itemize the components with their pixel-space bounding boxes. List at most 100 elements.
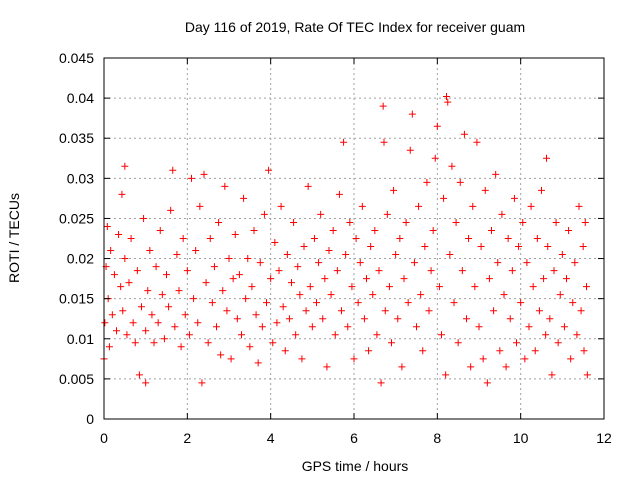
- data-point: [519, 218, 527, 226]
- data-point: [417, 291, 425, 299]
- data-point: [275, 267, 283, 275]
- data-point: [350, 355, 358, 363]
- data-point: [107, 247, 115, 255]
- data-point: [454, 339, 462, 347]
- data-point: [473, 138, 481, 146]
- data-point: [288, 279, 295, 287]
- data-point: [443, 93, 450, 101]
- chart-title: Day 116 of 2019, Rate Of TEC Index for r…: [185, 19, 525, 35]
- y-tick-label: 0.01: [67, 331, 94, 347]
- data-point: [438, 331, 445, 339]
- data-point: [173, 251, 181, 259]
- data-point: [458, 267, 466, 275]
- x-tick-label: 12: [596, 430, 612, 446]
- data-point: [194, 319, 202, 327]
- data-point: [119, 307, 127, 315]
- data-point: [496, 347, 504, 355]
- y-tick-label: 0.025: [59, 210, 94, 226]
- data-point: [477, 243, 485, 251]
- data-point: [217, 351, 225, 359]
- data-point: [498, 210, 506, 218]
- data-point: [208, 299, 216, 307]
- data-point: [446, 251, 454, 259]
- data-point: [204, 339, 212, 347]
- data-point: [269, 339, 277, 347]
- data-point: [181, 311, 189, 319]
- data-point: [521, 355, 529, 363]
- data-point: [569, 299, 577, 307]
- data-point: [246, 343, 254, 351]
- data-point: [244, 255, 252, 263]
- data-point: [502, 363, 510, 371]
- data-point: [302, 307, 310, 315]
- data-point: [335, 190, 343, 198]
- data-point: [583, 283, 590, 291]
- data-point: [118, 190, 126, 198]
- data-point: [177, 343, 185, 351]
- data-point: [252, 311, 260, 319]
- data-point: [113, 327, 120, 335]
- data-point: [356, 259, 364, 267]
- data-point: [148, 311, 156, 319]
- data-point: [223, 307, 231, 315]
- data-point: [550, 267, 558, 275]
- data-point: [229, 275, 237, 283]
- data-point: [163, 271, 170, 279]
- x-tick-label: 10: [513, 430, 529, 446]
- data-point: [580, 347, 588, 355]
- data-point: [406, 146, 414, 154]
- data-point: [577, 307, 585, 315]
- data-point: [575, 202, 583, 210]
- data-point: [400, 275, 408, 283]
- data-point: [419, 347, 427, 355]
- data-point: [373, 331, 381, 339]
- data-point: [298, 355, 306, 363]
- data-point: [338, 307, 345, 315]
- data-point: [475, 323, 483, 331]
- data-point: [317, 210, 325, 218]
- data-point: [523, 259, 531, 267]
- data-point: [431, 154, 439, 162]
- y-tick-label: 0.04: [67, 90, 94, 106]
- data-point: [135, 371, 143, 379]
- data-point: [304, 182, 312, 190]
- data-point: [425, 307, 433, 315]
- data-point: [319, 315, 327, 323]
- data-point: [573, 331, 581, 339]
- data-point: [354, 299, 362, 307]
- y-axis-label: ROTI / TECUs: [6, 193, 22, 283]
- data-point: [433, 122, 441, 130]
- data-point: [452, 218, 460, 226]
- data-point: [215, 218, 223, 226]
- data-point: [485, 275, 493, 283]
- data-point: [133, 267, 141, 275]
- data-point: [279, 303, 287, 311]
- data-point: [250, 226, 258, 234]
- data-point: [169, 166, 177, 174]
- y-tick-label: 0.045: [59, 50, 94, 66]
- y-tick-label: 0.02: [67, 251, 94, 267]
- data-point: [348, 283, 356, 291]
- data-point: [552, 218, 560, 226]
- data-point: [179, 235, 187, 242]
- data-point: [435, 283, 443, 291]
- data-point: [127, 235, 135, 242]
- data-point: [544, 243, 552, 251]
- data-point: [138, 303, 145, 311]
- data-point: [221, 182, 229, 190]
- data-point: [379, 102, 387, 110]
- data-point: [121, 162, 129, 170]
- data-point: [131, 339, 139, 347]
- data-point: [160, 335, 168, 343]
- data-point: [290, 218, 298, 226]
- data-point: [323, 363, 331, 371]
- data-point: [533, 235, 541, 242]
- data-point: [494, 259, 502, 267]
- data-point: [363, 275, 370, 283]
- data-point: [285, 315, 293, 323]
- data-point: [263, 299, 270, 307]
- data-point: [506, 315, 514, 323]
- data-point: [105, 343, 113, 351]
